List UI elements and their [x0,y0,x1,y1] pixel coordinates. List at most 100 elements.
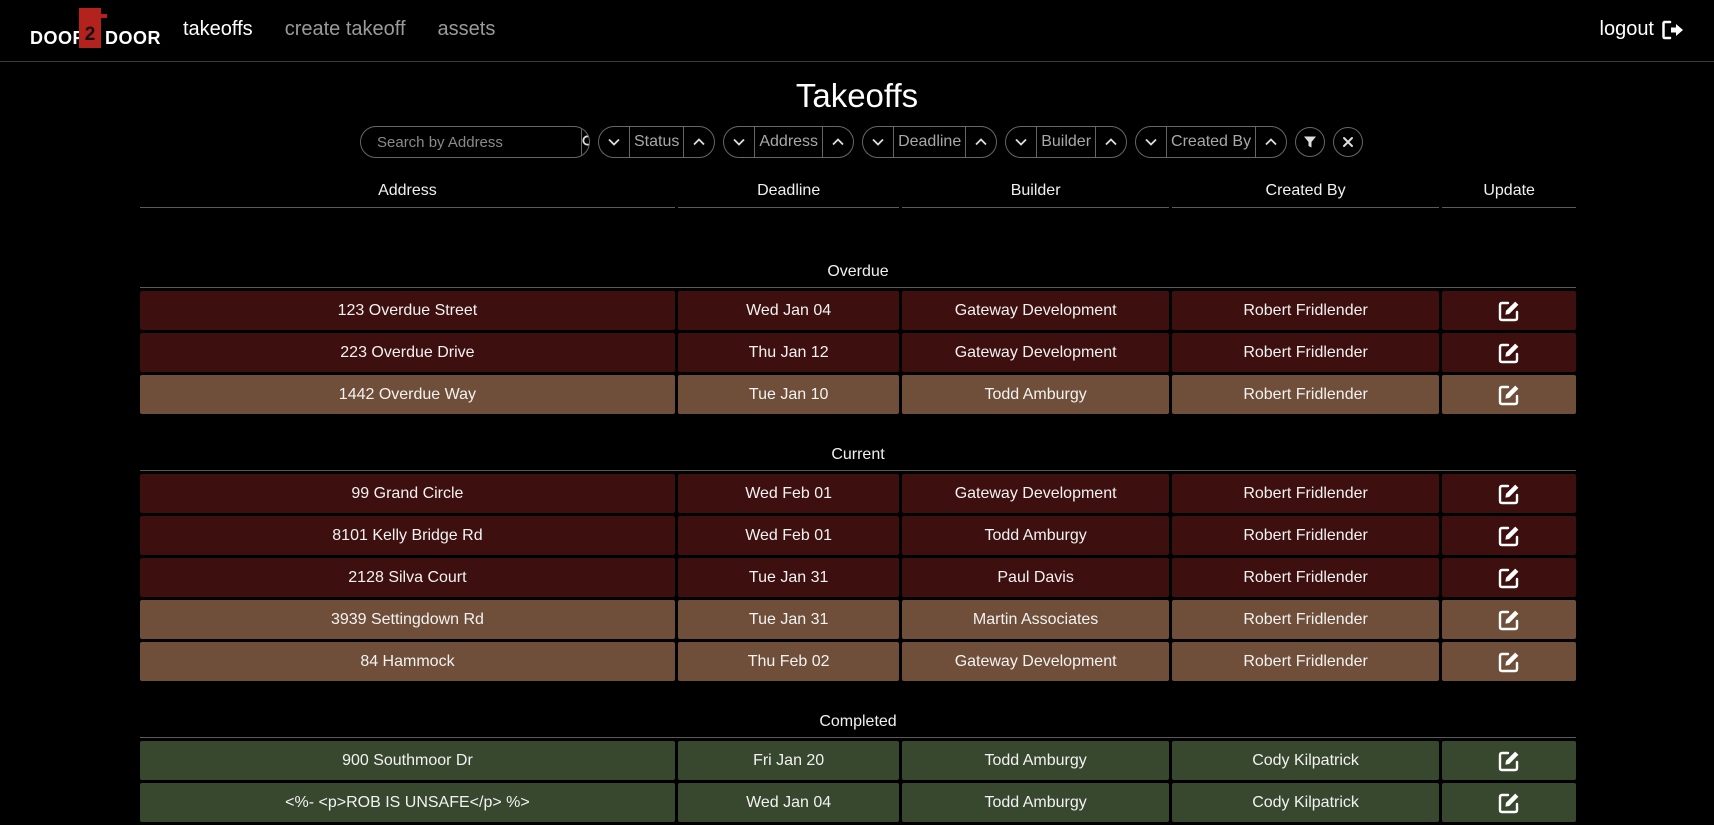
cell-builder: Gateway Development [902,642,1169,681]
section-title-current: Current [140,441,1576,471]
table-row[interactable]: 900 Southmoor Dr Fri Jan 20 Todd Amburgy Co… [140,741,1576,780]
chevron-up-icon [693,138,705,146]
cell-builder: Todd Amburgy [902,516,1169,555]
edit-takeoff-button[interactable] [1442,741,1576,780]
sort-builder-desc-button[interactable] [1006,127,1038,157]
header-deadline[interactable]: Deadline [677,178,900,208]
cell-created-by: Cody Kilpatrick [1171,783,1440,822]
cell-deadline: Fri Jan 20 [677,741,900,780]
cell-builder: Todd Amburgy [902,375,1169,414]
nav-assets[interactable]: assets [437,18,496,40]
cell-created-by: Robert Fridlender [1171,333,1440,372]
edit-icon [1498,484,1519,504]
sort-status-desc-button[interactable] [599,127,630,157]
cell-created-by: Robert Fridlender [1171,558,1440,597]
section-rows: 900 Southmoor Dr Fri Jan 20 Todd Amburgy Co… [140,741,1576,822]
search-input[interactable] [361,127,582,157]
cell-created-by: Robert Fridlender [1171,600,1440,639]
cell-address: 99 Grand Circle [140,474,675,513]
cell-builder: Todd Amburgy [902,741,1169,780]
table-row[interactable]: 3939 Settingdown Rd Tue Jan 31 Martin Asso… [140,600,1576,639]
chevron-up-icon [1265,138,1277,146]
edit-takeoff-button[interactable] [1442,474,1576,513]
edit-icon [1498,793,1519,813]
cell-deadline: Wed Feb 01 [677,516,900,555]
cell-address: 2128 Silva Court [140,558,675,597]
sort-address-desc-button[interactable] [724,127,756,157]
sort-builder-asc-button[interactable] [1095,127,1126,157]
sort-builder-label: Builder [1041,133,1092,150]
table-row[interactable]: 84 Hammock Thu Feb 02 Gateway Development R… [140,642,1576,681]
cell-deadline: Wed Jan 04 [677,783,900,822]
table-row[interactable]: 2128 Silva Court Tue Jan 31 Paul Davis Robe… [140,558,1576,597]
sort-address-label: Address [759,133,819,150]
edit-takeoff-button[interactable] [1442,600,1576,639]
header-created-by[interactable]: Created By [1171,178,1440,208]
chevron-up-icon [832,138,844,146]
logout-button[interactable]: logout [1600,18,1685,41]
chevron-down-icon [608,138,620,146]
sort-created-by-desc-button[interactable] [1136,127,1168,157]
sort-status-label: Status [634,133,680,150]
header-address[interactable]: Address [140,178,675,208]
edit-icon [1498,301,1519,321]
table-row[interactable]: 8101 Kelly Bridge Rd Wed Feb 01 Todd Ambur… [140,516,1576,555]
navbar: DOOR 2 DOOR takeoffs create takeoff asse… [0,0,1714,62]
edit-takeoff-button[interactable] [1442,558,1576,597]
cell-builder: Martin Associates [902,600,1169,639]
edit-takeoff-button[interactable] [1442,375,1576,414]
logout-label: logout [1599,18,1655,40]
cell-deadline: Tue Jan 10 [677,375,900,414]
edit-icon [1498,568,1519,588]
sort-deadline-asc-button[interactable] [965,127,996,157]
section-rows: 99 Grand Circle Wed Feb 01 Gateway Develop… [140,474,1576,681]
cell-deadline: Tue Jan 31 [677,600,900,639]
nav-takeoffs[interactable]: takeoffs [183,18,253,40]
search-button[interactable] [582,127,589,157]
cell-deadline: Wed Jan 04 [677,291,900,330]
brand-logo-door: 2 [79,8,101,48]
cell-builder: Gateway Development [902,333,1169,372]
cell-created-by: Robert Fridlender [1171,474,1440,513]
cell-address: 3939 Settingdown Rd [140,600,675,639]
header-builder[interactable]: Builder [902,178,1169,208]
cell-builder: Todd Amburgy [902,783,1169,822]
edit-takeoff-button[interactable] [1442,783,1576,822]
filter-bar: Status Address Deadline Builder [360,126,1364,158]
edit-takeoff-button[interactable] [1442,642,1576,681]
brand-logo[interactable]: DOOR 2 DOOR [30,8,161,48]
sort-created-by-asc-button[interactable] [1255,127,1286,157]
cell-address: 1442 Overdue Way [140,375,675,414]
brand-logo-right: DOOR [105,28,161,48]
takeoffs-table: Address Deadline Builder Created By Upda… [140,178,1576,825]
edit-takeoff-button[interactable] [1442,291,1576,330]
table-row[interactable]: 223 Overdue Drive Thu Jan 12 Gateway Devel… [140,333,1576,372]
chevron-down-icon [733,138,745,146]
edit-icon [1498,385,1519,405]
sort-status-asc-button[interactable] [683,127,714,157]
cell-created-by: Cody Kilpatrick [1171,741,1440,780]
table-row[interactable]: 1442 Overdue Way Tue Jan 10 Todd Amburgy Ro… [140,375,1576,414]
edit-icon [1498,751,1519,771]
edit-takeoff-button[interactable] [1442,516,1576,555]
chevron-down-icon [1145,138,1157,146]
cell-builder: Paul Davis [902,558,1169,597]
table-row[interactable]: <%- <p>ROB IS UNSAFE</p> %> Wed Jan 04 Tod… [140,783,1576,822]
sort-address-asc-button[interactable] [822,127,853,157]
nav-create-takeoff[interactable]: create takeoff [284,18,406,40]
sort-deadline-desc-button[interactable] [863,127,895,157]
edit-icon [1498,652,1519,672]
filter-button[interactable] [1295,127,1326,157]
search-group [360,126,590,158]
cell-deadline: Thu Jan 12 [677,333,900,372]
edit-icon [1498,343,1519,363]
table-row[interactable]: 123 Overdue Street Wed Jan 04 Gateway Deve… [140,291,1576,330]
clear-filters-button[interactable] [1333,127,1364,157]
chevron-up-icon [1105,138,1117,146]
edit-takeoff-button[interactable] [1442,333,1576,372]
cell-address: 123 Overdue Street [140,291,675,330]
table-row[interactable]: 99 Grand Circle Wed Feb 01 Gateway Develop… [140,474,1576,513]
cell-created-by: Robert Fridlender [1171,291,1440,330]
edit-icon [1498,526,1519,546]
cell-builder: Gateway Development [902,474,1169,513]
